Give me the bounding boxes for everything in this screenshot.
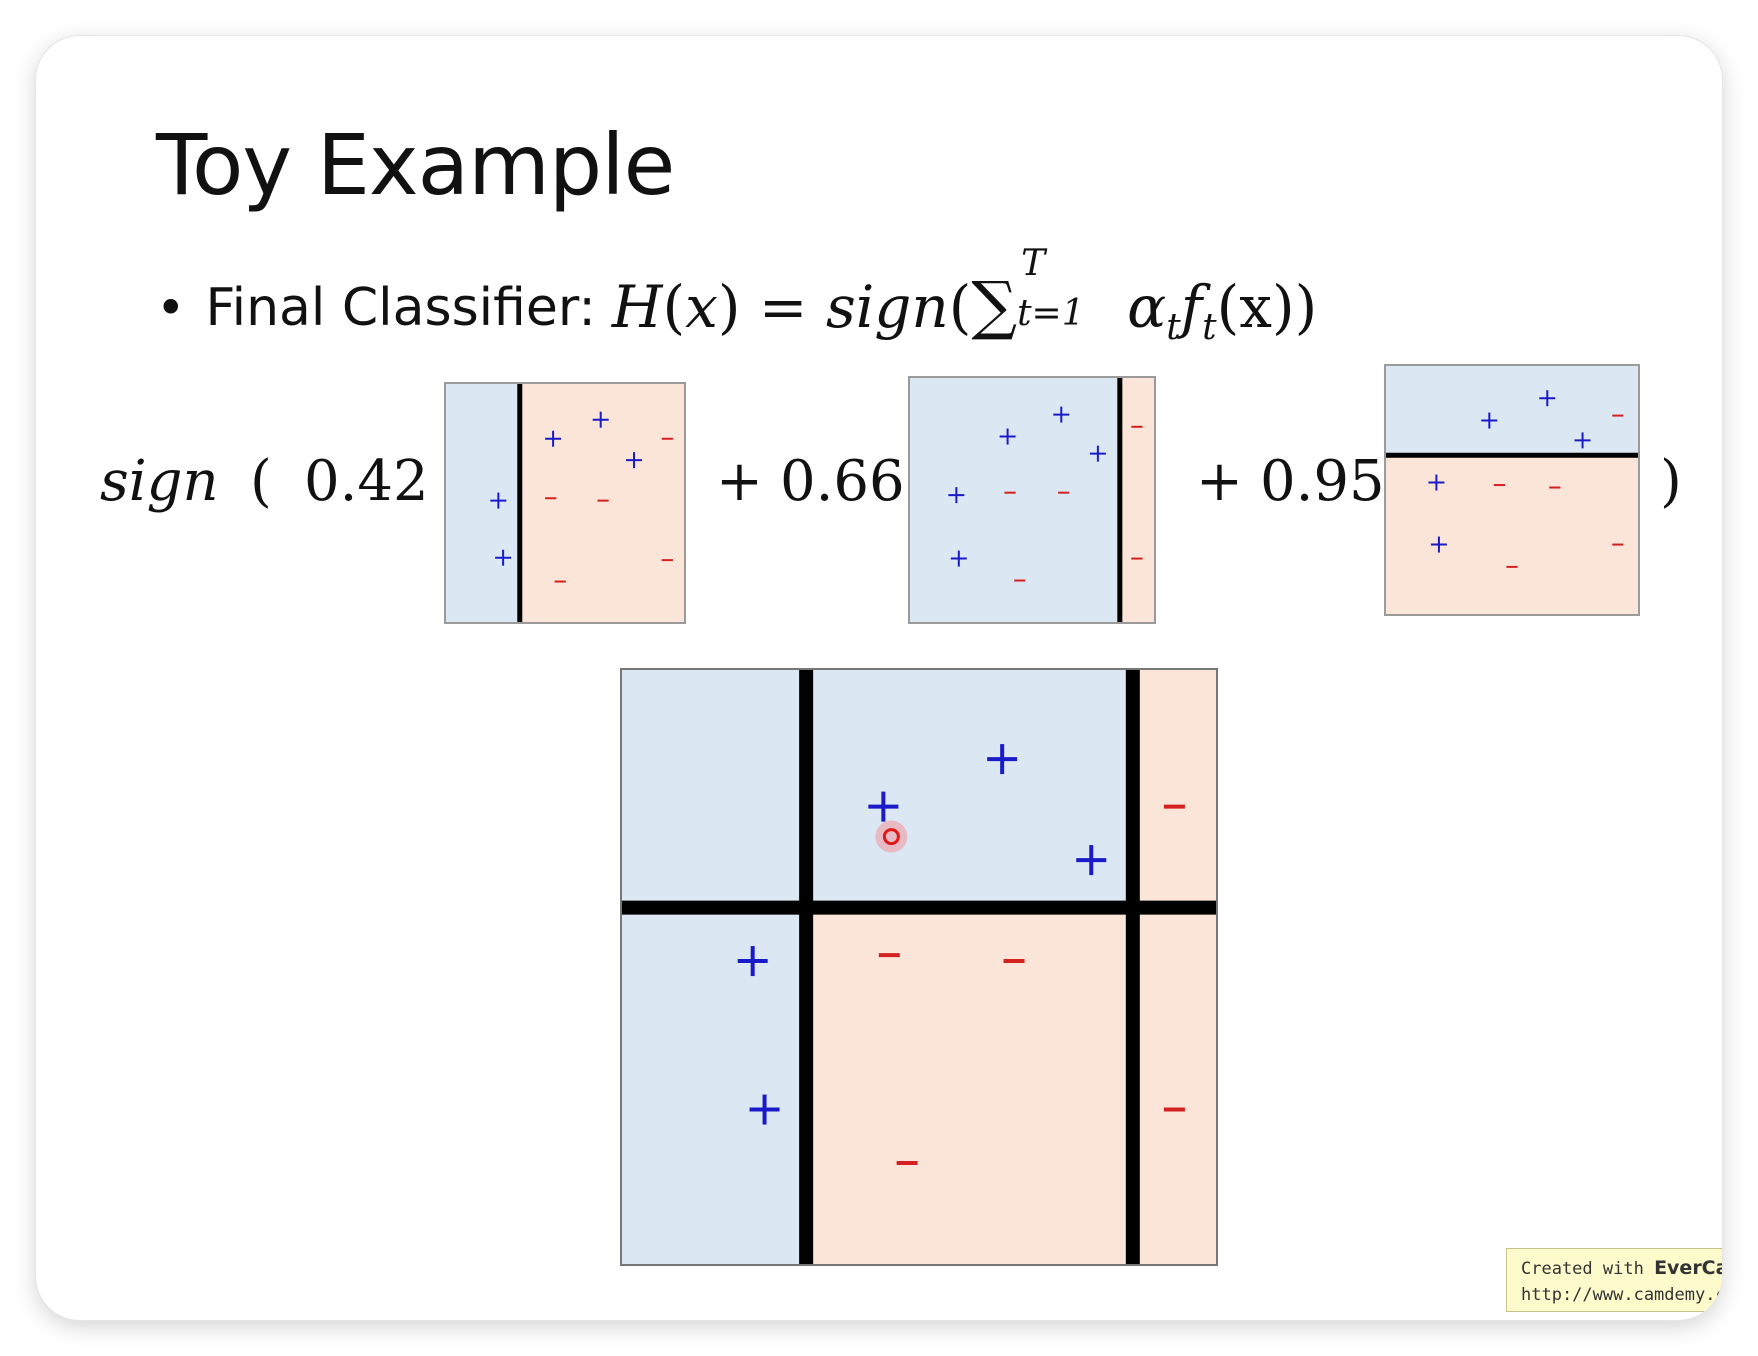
formula-lower-limit: t=1 (1017, 292, 1085, 334)
positive-region (446, 384, 520, 622)
combined-region-right (1132, 670, 1216, 1264)
negative-region (1119, 378, 1154, 622)
positive-point-3 (948, 487, 965, 504)
positive-point-3 (490, 492, 507, 509)
positive-point-1 (592, 411, 609, 428)
weak-classifier-3 (1384, 364, 1640, 616)
formula-lparen: ( (662, 272, 686, 341)
combined-classifier (620, 668, 1218, 1266)
positive-point-0 (1481, 412, 1498, 429)
weak-classifier-3-svg (1386, 366, 1638, 614)
formula-rparen: ) (717, 272, 741, 341)
positive-point-4 (749, 1094, 780, 1125)
watermark-url: http://www.camdemy.com (1521, 1285, 1722, 1305)
weight-2: 0.66 (780, 449, 905, 514)
formula-alpha: α (1127, 272, 1167, 341)
formula-alpha-sub: t (1166, 306, 1181, 348)
positive-point-2 (626, 452, 643, 469)
formula-f: f (1180, 272, 1203, 341)
sum-close-paren: ) (1660, 449, 1682, 514)
weak-classifier-2 (908, 376, 1156, 624)
weak-classifier-1-svg (446, 384, 684, 622)
weight-3: 0.95 (1260, 449, 1385, 514)
combined-classifier-svg (622, 670, 1216, 1264)
formula-sigma: ∑ (971, 268, 1018, 343)
positive-point-3 (1428, 474, 1445, 491)
weight-1: 0.42 (304, 449, 429, 514)
formula-upper-limit: T (1021, 242, 1046, 284)
positive-point-0 (868, 791, 899, 822)
watermark-prefix: Created with (1521, 1259, 1655, 1279)
positive-point-4 (950, 550, 967, 567)
positive-point-3 (737, 946, 768, 977)
positive-point-4 (1430, 536, 1447, 553)
bullet-dot: • (156, 279, 186, 337)
positive-point-1 (987, 744, 1018, 775)
formula-tail: (x)) (1216, 272, 1318, 341)
combined-region-left (622, 670, 807, 1264)
formula-open: ( (948, 272, 972, 341)
weak-classifier-1 (444, 382, 686, 624)
plus-1: + (716, 449, 763, 514)
sum-open-paren: ( (250, 449, 272, 514)
positive-point-2 (1089, 445, 1106, 462)
slide: Toy Example • Final Classifier: H(x) = s… (36, 36, 1722, 1320)
positive-point-0 (545, 430, 562, 447)
weak-classifier-2-svg (910, 378, 1154, 622)
formula-var: x (685, 272, 718, 341)
positive-point-2 (1574, 432, 1591, 449)
positive-region (910, 378, 1120, 622)
negative-region (519, 384, 684, 622)
combined-region-top-middle (806, 670, 1133, 908)
positive-point-2 (1076, 845, 1107, 876)
negative-region (1386, 455, 1638, 614)
formula-lhs: H (611, 272, 663, 341)
formula-f-sub: t (1202, 306, 1217, 348)
plus-2: + (1196, 449, 1243, 514)
evercam-watermark: Created with EverCam http://www.camdemy.… (1506, 1248, 1722, 1312)
positive-point-1 (1053, 406, 1070, 423)
bullet-label: Final Classifier: (205, 278, 596, 338)
watermark-brand: EverCam (1654, 1257, 1722, 1279)
positive-point-1 (1539, 390, 1556, 407)
sum-fn: sign (100, 449, 219, 514)
cursor-highlight (875, 820, 908, 853)
positive-region (1386, 366, 1638, 456)
combined-region-bottom-middle (806, 907, 1133, 1264)
positive-point-4 (495, 549, 512, 566)
slide-title: Toy Example (156, 116, 675, 214)
positive-point-0 (999, 428, 1016, 445)
formula-equals: = (758, 272, 808, 341)
formula-fn: sign (825, 272, 949, 341)
